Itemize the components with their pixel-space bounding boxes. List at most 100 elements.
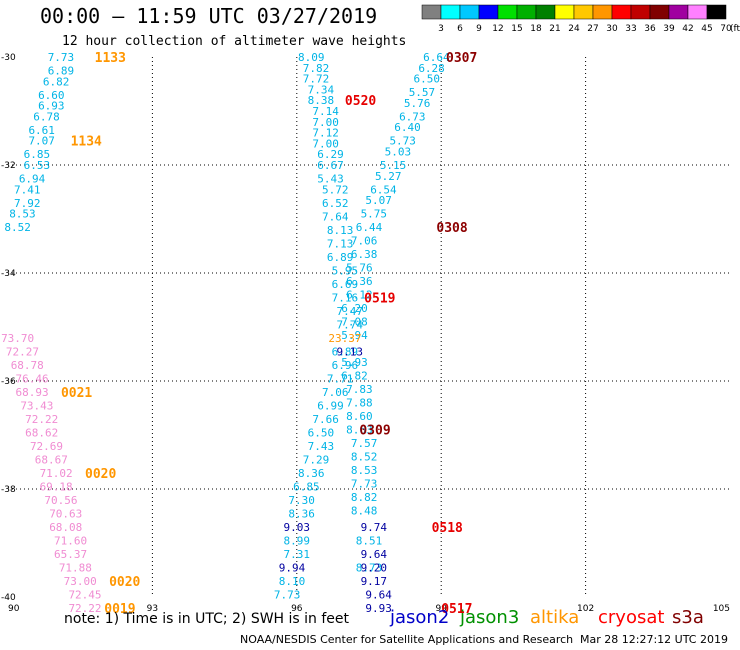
colorbar-label: 42 [682, 24, 693, 34]
wave-height-point: 7.00 [312, 137, 339, 150]
colorbar-swatch [611, 4, 632, 20]
colorbar-label: 3 [438, 24, 444, 34]
wave-height-point: 6.50 [308, 426, 335, 439]
colorbar-label: 6 [457, 24, 463, 34]
tick-layer: 90 93 96 99 102 105 -30 -32 -34 -36 -38 -40 [1, 53, 730, 614]
legend-altika: altika [530, 607, 580, 628]
pass-time-label: 1134 [71, 135, 102, 150]
colorbar-label: 12 [492, 24, 503, 34]
wave-height-point: 68.78 [11, 359, 44, 372]
wave-height-point: 8.10 [279, 575, 306, 588]
colorbar-label: 36 [644, 24, 656, 34]
wave-height-point: 7.74 [336, 318, 363, 331]
wave-height-point: 5.75 [361, 208, 388, 221]
colorbar-swatch [630, 4, 651, 20]
credit-text: NOAA/NESDIS Center for Satellite Applica… [240, 633, 574, 646]
colorbar-label: 21 [549, 24, 560, 34]
wave-height-point: 8.38 [308, 94, 335, 107]
wave-height-point: 6.85 [24, 148, 51, 161]
pass-time-label: 0520 [345, 94, 376, 109]
time-label-layer: 1133 1134 0021 0020 0020 0019 0520 0519 0518 0517… [61, 51, 477, 617]
wave-height-point: 6.89 [332, 345, 359, 358]
x-tick-label: 90 [8, 604, 20, 614]
wave-height-point: 7.14 [312, 105, 339, 118]
pass-time-label: 0308 [436, 221, 467, 236]
wave-height-point: 8.63 [346, 424, 373, 437]
wave-height-point: 6.50 [414, 73, 441, 86]
wave-height-point: 68.08 [49, 521, 82, 534]
wave-height-point: 71.60 [54, 534, 87, 547]
wave-height-point: 72.45 [68, 588, 101, 601]
colorbar-swatch [573, 4, 594, 20]
wave-height-point: 7.82 [303, 62, 330, 75]
x-tick-label: 102 [577, 604, 594, 614]
wave-height-point: 5.15 [380, 159, 407, 172]
y-tick-label: -34 [1, 269, 16, 279]
wave-height-point: 70.63 [49, 507, 82, 520]
wave-height-point: 7.73 [274, 588, 301, 601]
colorbar-swatch [668, 4, 689, 20]
wave-height-point: 7.83 [346, 383, 373, 396]
wave-height-point: 72.22 [25, 413, 58, 426]
wave-height-point: 8.48 [351, 505, 378, 518]
wave-height-point: 7.06 [351, 235, 378, 248]
wave-height-point: 5.57 [409, 86, 436, 99]
wave-height-point: 6.82 [341, 370, 368, 383]
pass-time-label: 0309 [359, 424, 390, 439]
wave-height-point: 7.13 [327, 237, 354, 250]
wave-height-point: 73.00 [64, 575, 97, 588]
colorbar-swatch [421, 4, 442, 20]
wave-height-point: 68.93 [16, 386, 49, 399]
colorbar-label: 39 [663, 24, 675, 34]
wave-height-point: 8.82 [351, 491, 378, 504]
wave-height-point: 73.70 [1, 332, 34, 345]
wave-height-point: 6.73 [399, 110, 426, 123]
colorbar-label: 9 [476, 24, 482, 34]
wave-height-point: 6.64 [423, 51, 450, 64]
x-tick-label: 105 [713, 604, 730, 614]
wave-height-point: 6.93 [38, 100, 65, 113]
wave-height-point: 6.54 [370, 183, 397, 196]
wave-height-point: 6.67 [317, 159, 344, 172]
colorbar-swatch [687, 4, 708, 20]
wave-height-point: 9.20 [361, 561, 388, 574]
wave-height-point: 8.13 [327, 224, 354, 237]
wave-height-point: 71.88 [59, 561, 92, 574]
wave-height-point: 6.20 [341, 302, 368, 315]
wave-height-point: 9.64 [361, 548, 388, 561]
wave-height-point: 8.60 [346, 410, 373, 423]
wave-height-point: 7.72 [303, 73, 330, 86]
wave-height-point: 5.76 [346, 262, 373, 275]
wave-height-point: 8.52 [4, 221, 31, 234]
wave-height-point: 7.73 [351, 478, 378, 491]
pass-time-label: 0021 [61, 386, 92, 401]
y-tick-label: -38 [1, 485, 16, 495]
footer-note: note: 1) Time is in UTC; 2) SWH is in fe… [64, 611, 350, 627]
wave-height-point: 7.06 [322, 386, 349, 399]
wave-height-point: 7.64 [322, 210, 349, 223]
wave-height-point: 8.53 [9, 208, 36, 221]
y-tick-label: -32 [1, 161, 16, 171]
wave-height-point: 72.27 [6, 345, 39, 358]
wave-height-point: 6.29 [317, 148, 344, 161]
wave-height-point: 7.92 [14, 197, 41, 210]
legend-cryosat: cryosat [598, 607, 665, 628]
colorbar-swatch [592, 4, 613, 20]
wave-height-point: 65.37 [54, 548, 87, 561]
wave-height-point: 6.40 [394, 121, 421, 134]
colorbar-label: 24 [568, 24, 580, 34]
wave-height-point: 6.82 [43, 75, 70, 88]
colorbar-label: 33 [625, 24, 636, 34]
colorbar-label: 18 [530, 24, 542, 34]
wave-height-point: 73.43 [20, 399, 53, 412]
colorbar-label: 45 [701, 24, 712, 34]
wave-height-point: 7.08 [341, 316, 368, 329]
wave-height-point: 5.03 [385, 146, 412, 159]
y-tick-label: -30 [1, 53, 16, 63]
pass-time-label: 1133 [95, 51, 126, 66]
wave-height-point: 8.09 [298, 51, 325, 64]
wave-height-point: 9.13 [336, 345, 363, 358]
pass-time-label: 0519 [364, 291, 395, 306]
wave-height-point: 23.37 [328, 332, 361, 345]
